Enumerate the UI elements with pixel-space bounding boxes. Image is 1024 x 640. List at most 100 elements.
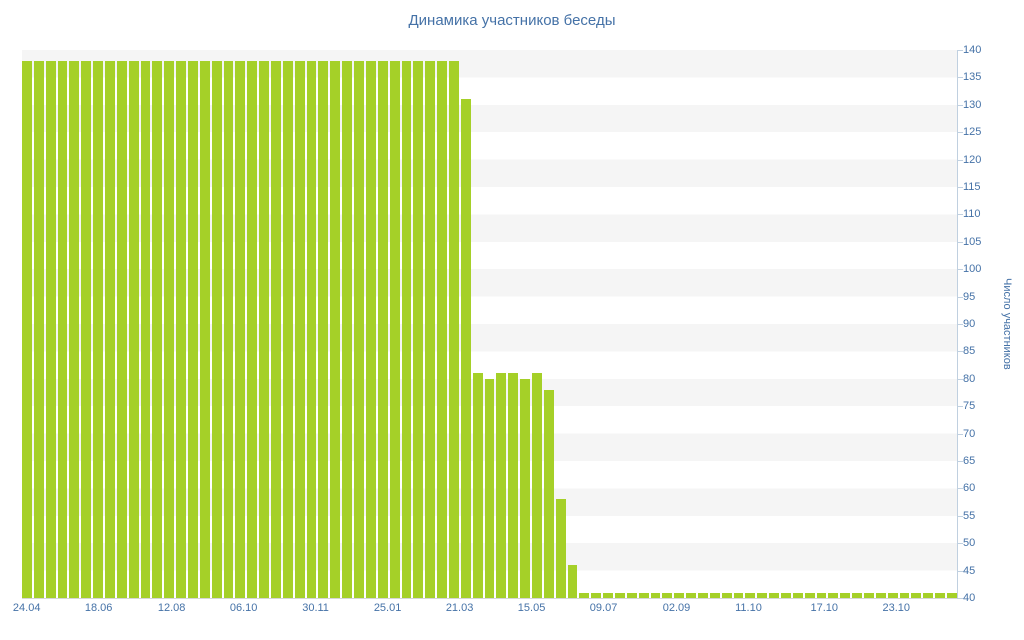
- bar[interactable]: [448, 60, 459, 598]
- bar[interactable]: [757, 592, 768, 598]
- bar[interactable]: [709, 592, 720, 598]
- bar[interactable]: [45, 60, 56, 598]
- bar[interactable]: [306, 60, 317, 598]
- bar[interactable]: [484, 378, 495, 598]
- bar[interactable]: [555, 499, 566, 598]
- bar[interactable]: [781, 592, 791, 598]
- bar[interactable]: [57, 60, 68, 598]
- bar[interactable]: [294, 60, 305, 598]
- bar[interactable]: [697, 592, 708, 598]
- bar[interactable]: [354, 60, 364, 598]
- y-axis-tick-label: 90: [963, 318, 976, 330]
- bar[interactable]: [425, 60, 436, 598]
- bar[interactable]: [33, 60, 44, 598]
- bar[interactable]: [899, 592, 910, 598]
- bar[interactable]: [282, 60, 293, 598]
- y-axis-title: Число участников: [1001, 278, 1013, 370]
- bar[interactable]: [591, 592, 602, 598]
- bar[interactable]: [733, 592, 744, 598]
- bar[interactable]: [911, 592, 922, 598]
- bar[interactable]: [199, 60, 210, 598]
- bar[interactable]: [128, 60, 139, 598]
- bar[interactable]: [164, 60, 175, 598]
- bar[interactable]: [389, 60, 400, 598]
- bar[interactable]: [342, 60, 353, 598]
- x-axis-tick-label: 30.11: [302, 602, 329, 614]
- bar[interactable]: [22, 60, 32, 598]
- bar[interactable]: [828, 592, 839, 598]
- bar[interactable]: [840, 592, 851, 598]
- bar[interactable]: [567, 565, 578, 598]
- bar[interactable]: [662, 592, 673, 598]
- y-axis-tick-label: 55: [963, 509, 976, 522]
- bar[interactable]: [603, 592, 613, 598]
- y-axis-tick: [957, 515, 963, 517]
- y-axis-tick-label: 60: [963, 482, 976, 495]
- bar[interactable]: [520, 378, 530, 598]
- bar[interactable]: [686, 592, 696, 598]
- bar[interactable]: [401, 60, 412, 598]
- y-axis-tick: [957, 433, 963, 435]
- bar[interactable]: [437, 60, 447, 598]
- bar[interactable]: [650, 592, 661, 598]
- bar[interactable]: [804, 592, 815, 598]
- bar[interactable]: [472, 373, 483, 598]
- bar[interactable]: [223, 60, 234, 598]
- y-axis-tick: [957, 488, 963, 490]
- bar[interactable]: [923, 592, 934, 598]
- bar[interactable]: [531, 373, 542, 598]
- x-axis-labels: 24.04 18.06 12.08 06.10 30.11 25.01 21.03 15.05…: [13, 602, 957, 618]
- bar[interactable]: [579, 592, 590, 598]
- bar[interactable]: [674, 592, 685, 598]
- y-axis-tick-label: 135: [963, 71, 982, 84]
- bar[interactable]: [508, 373, 519, 598]
- bar[interactable]: [496, 373, 507, 598]
- bar[interactable]: [188, 60, 198, 598]
- x-axis-tick-label: 11.10: [735, 602, 762, 614]
- x-axis-tick-label: 06.10: [229, 602, 258, 614]
- bar[interactable]: [864, 592, 874, 598]
- bar[interactable]: [318, 60, 329, 598]
- bar[interactable]: [365, 60, 376, 598]
- bar[interactable]: [543, 389, 554, 598]
- bar[interactable]: [935, 592, 946, 598]
- bar[interactable]: [947, 592, 957, 598]
- y-axis-tick: [957, 50, 963, 51]
- bar[interactable]: [140, 60, 151, 598]
- x-axis-tick-label: 25.01: [373, 602, 402, 614]
- bar[interactable]: [81, 60, 92, 598]
- bar[interactable]: [69, 60, 80, 598]
- bar[interactable]: [152, 60, 163, 598]
- y-axis-tick-label: 105: [963, 235, 982, 248]
- bar[interactable]: [377, 60, 388, 598]
- bar[interactable]: [816, 592, 827, 598]
- bar[interactable]: [852, 592, 863, 598]
- bar[interactable]: [460, 99, 471, 598]
- bar[interactable]: [638, 592, 649, 598]
- y-axis-tick: [957, 461, 963, 462]
- bar[interactable]: [792, 592, 803, 598]
- chart-title: Динамика участников беседы: [408, 12, 616, 29]
- bar[interactable]: [247, 60, 258, 598]
- y-axis-tick-label: 50: [963, 537, 976, 550]
- bar[interactable]: [259, 60, 270, 598]
- y-axis-tick: [957, 241, 963, 243]
- bar[interactable]: [271, 60, 281, 598]
- bar[interactable]: [614, 592, 625, 598]
- bar[interactable]: [116, 60, 127, 598]
- bar[interactable]: [176, 60, 187, 598]
- y-axis-tick-label: 130: [963, 98, 982, 111]
- bar[interactable]: [105, 60, 115, 598]
- bar[interactable]: [211, 60, 222, 598]
- bar[interactable]: [330, 60, 341, 598]
- bar[interactable]: [721, 592, 732, 598]
- bar[interactable]: [626, 592, 637, 598]
- bar[interactable]: [93, 60, 104, 598]
- bar[interactable]: [235, 60, 246, 598]
- bar[interactable]: [413, 60, 424, 598]
- bar[interactable]: [745, 592, 756, 598]
- bar[interactable]: [769, 592, 779, 598]
- bar[interactable]: [887, 592, 898, 598]
- bar[interactable]: [875, 592, 886, 598]
